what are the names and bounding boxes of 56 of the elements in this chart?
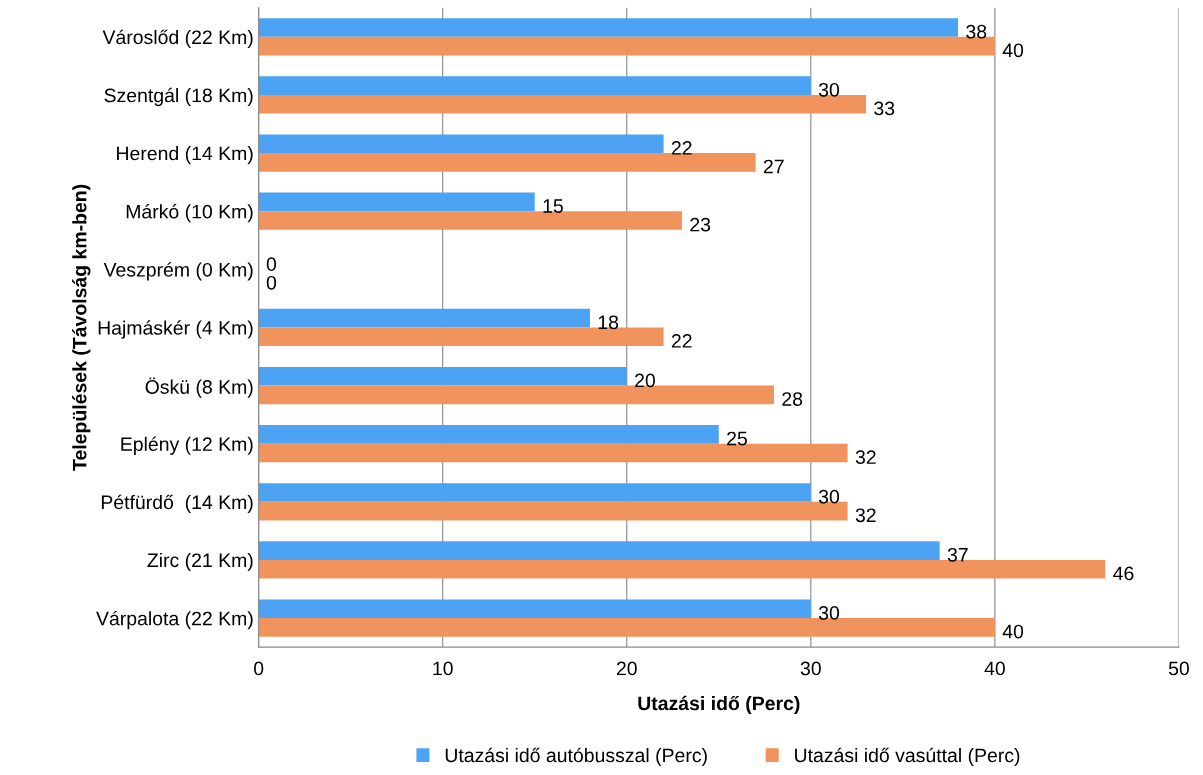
data-label: 40: [1002, 624, 1024, 639]
y-tick-label: Pétfürdő (14 Km): [101, 494, 253, 513]
data-label: 32: [855, 450, 876, 465]
legend-label: Utazási idő autóbusszal (Perc): [445, 747, 707, 767]
y-tick-label: Városlőd (22 Km): [102, 29, 253, 48]
bar: [258, 308, 590, 328]
data-label: 32: [855, 508, 876, 523]
bar: [258, 76, 811, 95]
bar: [258, 134, 664, 154]
x-tick-label: 40: [984, 661, 1005, 676]
data-label: 30: [818, 606, 840, 620]
bar: [258, 153, 756, 172]
data-label: 15: [543, 199, 563, 213]
data-label: 25: [727, 431, 747, 446]
x-tick-label: 0: [254, 661, 264, 676]
data-label: 20: [635, 373, 655, 388]
data-label: 28: [782, 392, 803, 406]
x-axis-title: Utazási idő (Perc): [638, 695, 800, 715]
data-label: 46: [1113, 566, 1134, 581]
data-label: 30: [818, 489, 840, 504]
x-tick-label: 10: [433, 661, 453, 676]
bar: [258, 618, 995, 637]
bar: [258, 425, 719, 444]
y-tick-label: Veszprém (0 Km): [103, 262, 253, 281]
x-tick-label: 50: [1168, 661, 1189, 676]
data-label: 22: [671, 141, 692, 155]
data-label: 33: [874, 101, 895, 116]
y-tick-label: Herend (14 Km): [117, 146, 253, 165]
data-label: 38: [966, 24, 987, 39]
bar: [258, 192, 535, 212]
y-tick-label: Öskü (8 Km): [145, 377, 253, 398]
data-label: 0: [266, 275, 277, 290]
y-axis-title: Települések (Távolság km-ben): [72, 184, 91, 471]
y-tick-label: Eplény (12 Km): [121, 436, 253, 455]
y-tick-label: Hajmáskér (4 Km): [98, 320, 253, 339]
data-label: 27: [763, 159, 784, 174]
y-tick-label: Szentgál (18 Km): [104, 87, 253, 107]
bar: [258, 18, 959, 37]
data-label: 37: [947, 547, 968, 562]
data-label: 30: [818, 82, 840, 97]
data-label: 40: [1002, 43, 1024, 58]
x-tick-label: 30: [800, 661, 821, 676]
y-tick-label: Zirc (21 Km): [147, 552, 253, 572]
data-label: 18: [598, 315, 619, 330]
bar: [258, 599, 811, 619]
bar: [258, 483, 811, 502]
x-tick-label: 20: [616, 661, 637, 676]
data-label: 0: [266, 257, 277, 272]
y-tick-label: Várpalota (22 Km): [96, 610, 253, 630]
data-label: 22: [671, 334, 692, 348]
data-label: 23: [690, 217, 711, 232]
bar: [258, 211, 682, 230]
bar: [258, 366, 627, 386]
y-tick-label: Márkó (10 Km): [126, 204, 253, 223]
bar: [258, 541, 940, 560]
legend-label: Utazási idő vasúttal (Perc): [795, 747, 1020, 767]
